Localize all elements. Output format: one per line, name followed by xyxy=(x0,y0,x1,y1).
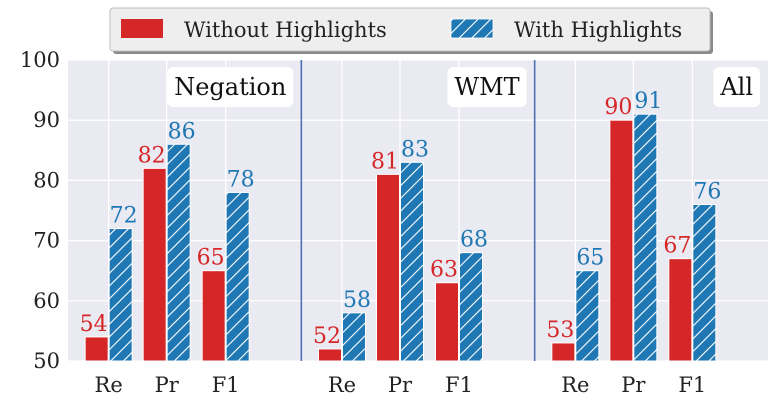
plot-area: 50 60 70 80 90 100 Re Pr F1 54 82 65 72 86 78 Negation R… xyxy=(20,48,768,397)
data-label-without-highlights: 82 xyxy=(138,143,166,168)
data-label-without-highlights: 52 xyxy=(313,324,341,349)
x-tick-label: Re xyxy=(95,373,123,397)
data-label-with-highlights: 91 xyxy=(634,89,662,114)
y-tick-label: 90 xyxy=(33,108,60,132)
bar-without-highlights xyxy=(84,336,109,362)
data-label-without-highlights: 53 xyxy=(546,318,574,343)
legend-swatch-with-highlights xyxy=(450,18,494,39)
panel-title: All xyxy=(719,73,753,101)
bar-with-highlights xyxy=(166,143,191,362)
data-label-with-highlights: 72 xyxy=(110,204,138,229)
bar-without-highlights xyxy=(551,342,576,362)
bar-with-highlights xyxy=(575,270,600,362)
bar-with-highlights xyxy=(459,252,483,362)
bar-with-highlights xyxy=(108,228,133,362)
data-label-with-highlights: 76 xyxy=(693,179,721,204)
data-label-without-highlights: 67 xyxy=(663,234,691,259)
bar-with-highlights xyxy=(633,113,658,362)
data-label-without-highlights: 81 xyxy=(371,149,399,174)
panel-title: WMT xyxy=(454,73,519,101)
legend-swatch-without-highlights xyxy=(121,19,163,38)
x-tick-label: Re xyxy=(328,373,356,397)
bar-with-highlights xyxy=(342,312,366,362)
bar-without-highlights xyxy=(668,258,693,362)
x-tick-label: Pr xyxy=(388,373,413,397)
bar-without-highlights xyxy=(435,282,459,362)
y-tick-label: 100 xyxy=(20,48,60,72)
legend-box xyxy=(109,7,711,52)
data-label-with-highlights: 65 xyxy=(576,246,604,271)
data-label-with-highlights: 83 xyxy=(401,137,429,162)
y-tick-label: 50 xyxy=(33,349,60,373)
y-tick-label: 80 xyxy=(33,168,60,192)
bar-with-highlights xyxy=(225,191,250,362)
data-label-with-highlights: 86 xyxy=(168,119,196,144)
x-tick-label: F1 xyxy=(445,373,473,397)
bar-without-highlights xyxy=(142,167,167,362)
panel-title: Negation xyxy=(174,73,286,101)
legend-label-without-highlights: Without Highlights xyxy=(184,18,387,42)
y-tick-label: 60 xyxy=(33,289,60,313)
bar-with-highlights xyxy=(400,161,424,362)
bar-without-highlights xyxy=(376,173,400,362)
data-label-with-highlights: 68 xyxy=(460,228,488,253)
panel-title-box xyxy=(713,67,760,107)
bar-without-highlights xyxy=(318,348,342,362)
legend: Without Highlights With Highlights xyxy=(109,7,713,54)
legend-label-with-highlights: With Highlights xyxy=(514,18,682,42)
x-tick-label: F1 xyxy=(678,373,706,397)
data-label-with-highlights: 58 xyxy=(343,288,371,313)
panel-title-box xyxy=(447,67,527,107)
bar-with-highlights xyxy=(692,203,717,362)
bar-without-highlights xyxy=(609,119,634,362)
x-tick-label: Re xyxy=(561,373,589,397)
data-label-without-highlights: 54 xyxy=(80,312,108,337)
panel-title-box xyxy=(167,67,294,107)
data-label-without-highlights: 90 xyxy=(604,95,632,120)
x-tick-label: Pr xyxy=(621,373,646,397)
bar-without-highlights xyxy=(201,270,226,362)
x-tick-label: Pr xyxy=(155,373,180,397)
y-tick-label: 70 xyxy=(33,229,60,253)
data-label-without-highlights: 63 xyxy=(430,258,458,283)
data-label-with-highlights: 78 xyxy=(227,167,255,192)
x-tick-label: F1 xyxy=(212,373,240,397)
data-label-without-highlights: 65 xyxy=(197,246,225,271)
